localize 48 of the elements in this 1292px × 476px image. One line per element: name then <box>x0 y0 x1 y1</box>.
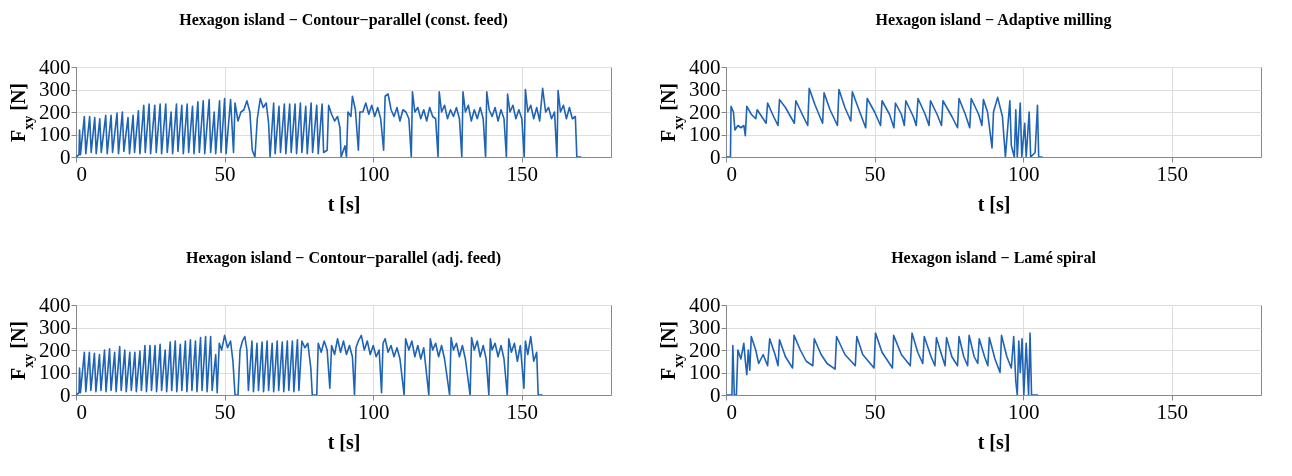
y-tick-label: 400 <box>689 292 721 317</box>
x-tick-label: 150 <box>1156 161 1189 186</box>
chart-title: Hexagon island − Contour−parallel (adj. feed) <box>185 249 502 267</box>
y-tick-label: 0 <box>710 382 721 407</box>
x-tick-label: 100 <box>1007 399 1040 424</box>
chart-title: Hexagon island − Contour−parallel (const. feed) <box>179 11 508 29</box>
x-axis-title: t [s] <box>327 192 361 215</box>
y-tick-label: 400 <box>39 54 71 79</box>
x-axis-title: t [s] <box>977 192 1011 215</box>
line-series <box>726 87 1044 157</box>
y-tick-label: 400 <box>39 292 71 317</box>
x-tick-label: 50 <box>214 399 236 424</box>
x-tick-label: 100 <box>357 161 390 186</box>
x-axis-title: t [s] <box>977 430 1011 453</box>
x-tick-label: 150 <box>506 399 539 424</box>
y-tick-label: 200 <box>39 99 71 124</box>
x-tick-label: 0 <box>76 161 87 186</box>
y-tick-label: 100 <box>39 122 71 146</box>
line-series <box>76 87 583 157</box>
x-tick-label: 50 <box>864 161 886 186</box>
y-tick-label: 400 <box>689 54 721 79</box>
y-tick-label: 300 <box>689 315 721 339</box>
y-tick-label: 100 <box>39 360 71 384</box>
x-tick-label: 100 <box>357 399 390 424</box>
x-tick-label: 50 <box>864 399 886 424</box>
y-tick-label: 0 <box>60 144 71 169</box>
x-tick-label: 100 <box>1007 161 1040 186</box>
line-series <box>726 332 1039 395</box>
chart-title: Hexagon island − Lamé spiral <box>891 249 1097 267</box>
y-tick-label: 300 <box>39 315 71 339</box>
y-tick-label: 300 <box>39 77 71 101</box>
y-tick-label: 300 <box>689 77 721 101</box>
x-tick-label: 0 <box>726 161 737 186</box>
y-tick-label: 200 <box>39 337 71 362</box>
y-tick-label: 100 <box>689 122 721 146</box>
y-tick-label: 200 <box>689 99 721 124</box>
y-tick-label: 200 <box>689 337 721 362</box>
x-tick-label: 50 <box>214 161 236 186</box>
y-tick-label: 100 <box>689 360 721 384</box>
y-tick-label: 0 <box>710 144 721 169</box>
y-tick-label: 0 <box>60 382 71 407</box>
x-tick-label: 0 <box>76 399 87 424</box>
x-tick-label: 150 <box>506 161 539 186</box>
chart-title: Hexagon island − Adaptive milling <box>875 11 1112 29</box>
line-series <box>76 334 544 395</box>
x-tick-label: 150 <box>1156 399 1189 424</box>
x-tick-label: 0 <box>726 399 737 424</box>
x-axis-title: t [s] <box>327 430 361 453</box>
